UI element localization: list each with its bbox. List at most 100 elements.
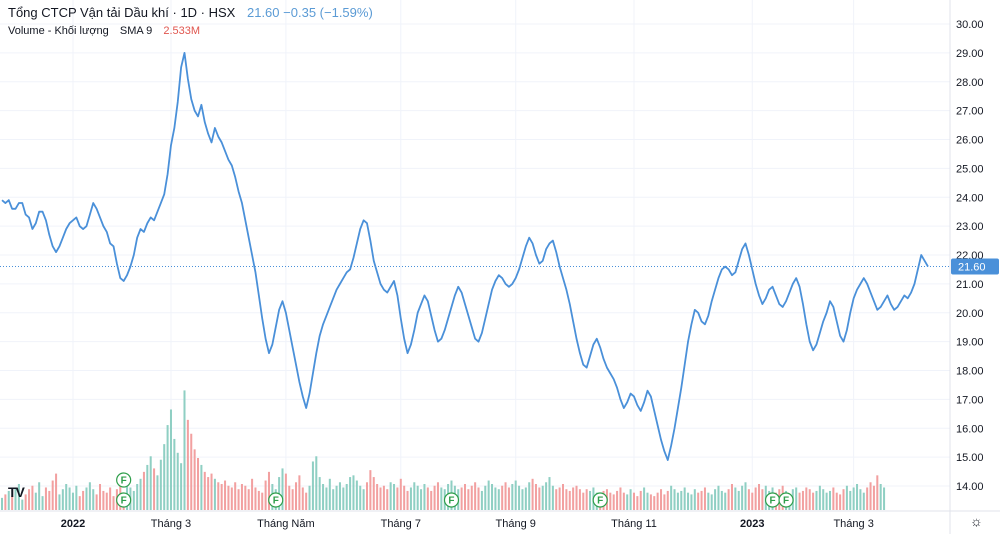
volume-bar [690, 494, 693, 510]
volume-bar [291, 489, 294, 510]
volume-bar [389, 482, 392, 510]
volume-bar [88, 482, 91, 510]
volume-bar [528, 482, 531, 510]
volume-bar [426, 487, 429, 510]
volume-bar [7, 490, 10, 510]
volume-bar [828, 490, 832, 510]
price-series-line [1, 51, 929, 461]
volume-bar [845, 485, 848, 510]
volume-bar [193, 449, 196, 510]
volume-bar [649, 494, 652, 510]
volume-bar [801, 490, 804, 510]
volume-bar [322, 484, 325, 510]
x-tick-label: 2022 [61, 518, 85, 530]
volume-bar [261, 492, 264, 510]
dividend-flag-icon[interactable]: F [764, 492, 781, 508]
volume-legend: Volume - Khối lượng SMA 9 2.533M [8, 25, 200, 37]
volume-label: Volume - Khối lượng [8, 25, 109, 37]
volume-bar [747, 489, 750, 510]
volume-bar [176, 452, 179, 510]
flag-letter: F [121, 496, 127, 507]
last-price-tag: 21.60 [951, 258, 999, 275]
y-tick-label: 19.00 [956, 337, 984, 349]
volume-bar [210, 473, 213, 510]
volume-bar [879, 484, 882, 510]
volume-bar [372, 477, 375, 510]
gear-icon[interactable]: ☼ [970, 513, 983, 529]
volume-bar [55, 473, 58, 510]
volume-bar [44, 487, 47, 510]
volume-bar [257, 490, 260, 510]
volume-bar [700, 490, 703, 510]
volume-bar [382, 485, 385, 510]
y-tick-label: 21.00 [956, 279, 984, 291]
volume-bar [832, 487, 835, 510]
volume-bar [386, 489, 389, 510]
volume-bar [207, 477, 210, 510]
dividend-flag-icon[interactable]: F [116, 472, 132, 488]
volume-bar [342, 487, 345, 510]
volume-bar [683, 487, 686, 510]
volume-bar [869, 482, 872, 510]
volume-bar [859, 489, 862, 510]
volume-bar [872, 485, 875, 510]
volume-bar [636, 496, 639, 510]
event-flags[interactable]: FF F F F F F [116, 472, 794, 508]
volume-bar [105, 492, 108, 510]
volume-bar [234, 482, 237, 510]
volume-bar [616, 490, 619, 510]
y-tick-label: 18.00 [956, 366, 984, 378]
volume-bar [281, 468, 284, 510]
dividend-flag-icon[interactable]: F [592, 492, 608, 508]
volume-bar [149, 456, 152, 510]
x-tick-label: Tháng Năm [257, 518, 314, 530]
dividend-flag-icon[interactable]: F [443, 492, 460, 508]
volume-bar [643, 487, 646, 510]
volume-bar [112, 496, 115, 510]
tradingview-logo-icon[interactable]: TV [8, 484, 25, 500]
volume-bar [842, 489, 845, 510]
volume-bar [197, 458, 200, 510]
grid-lines [0, 0, 950, 511]
dividend-flag-icon[interactable]: F [268, 492, 284, 508]
volume-bar [653, 496, 656, 510]
volume-bar [812, 492, 815, 510]
volume-bar [156, 475, 159, 510]
volume-bar [224, 480, 227, 510]
dividend-flag-icon[interactable]: F [116, 492, 132, 508]
volume-bar [754, 487, 757, 510]
y-tick-label: 27.00 [956, 106, 984, 118]
volume-bar [440, 487, 443, 510]
volume-bar [463, 484, 467, 510]
volume-bar [48, 490, 51, 510]
volume-bar [376, 484, 379, 510]
volume-bar [109, 487, 112, 510]
volume-bar [744, 482, 747, 510]
volume-bar [717, 485, 720, 510]
volume-bar [849, 490, 852, 510]
y-tick-label: 14.00 [956, 481, 984, 493]
volume-bar [551, 485, 554, 510]
volume-bar [220, 484, 223, 510]
volume-bar [166, 425, 169, 510]
volume-bar [369, 470, 372, 510]
volume-bar [727, 489, 730, 510]
dividend-flag-icon[interactable]: F [778, 492, 794, 508]
volume-bar [413, 482, 416, 510]
volume-bar [311, 461, 314, 510]
volume-bar [14, 487, 17, 510]
volume-bar [183, 390, 186, 510]
volume-bar [558, 487, 561, 510]
volume-bar [632, 492, 635, 510]
y-tick-label: 24.00 [956, 192, 984, 204]
volume-bar [4, 494, 7, 510]
volume-bar [477, 487, 480, 510]
volume-bar [403, 485, 406, 510]
volume-bar [409, 487, 412, 510]
volume-bar [335, 485, 338, 510]
volume-bar [612, 494, 615, 510]
volume-bar [169, 409, 172, 510]
volume-bar [61, 489, 64, 510]
volume-bar [619, 487, 622, 510]
